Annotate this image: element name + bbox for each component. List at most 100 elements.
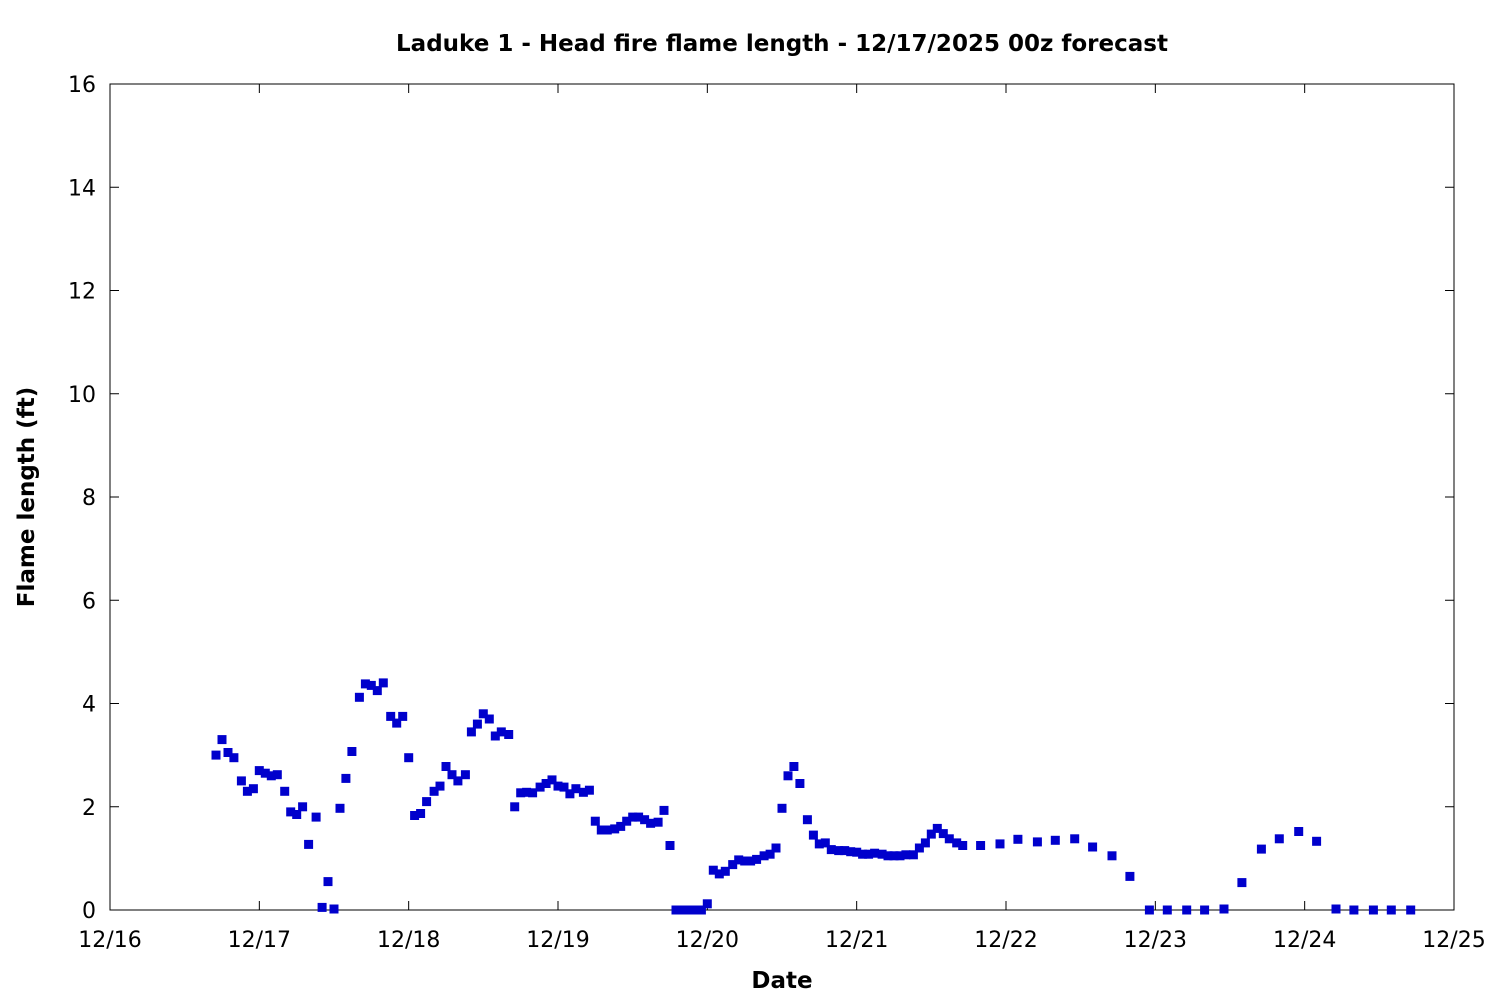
data-point (870, 848, 880, 858)
data-point (510, 802, 520, 812)
data-point (684, 905, 694, 915)
y-tick-label: 4 (82, 693, 96, 718)
data-point (1386, 905, 1396, 915)
data-point (1368, 905, 1378, 915)
data-point (826, 845, 836, 855)
data-point (808, 830, 818, 840)
data-point (1182, 905, 1192, 915)
data-point (783, 771, 793, 781)
data-point (386, 711, 396, 721)
x-tick-label: 12/19 (526, 928, 589, 953)
data-point (229, 753, 239, 763)
data-point (1237, 878, 1247, 888)
data-point (883, 851, 893, 861)
data-point (272, 770, 282, 780)
data-point (298, 802, 308, 812)
data-point (976, 841, 986, 850)
data-point (602, 825, 612, 835)
x-tick-label: 12/21 (825, 928, 888, 953)
y-tick-label: 16 (68, 73, 96, 98)
data-point (622, 816, 632, 826)
data-point (236, 776, 246, 786)
data-point (1050, 835, 1060, 845)
data-point (329, 904, 339, 914)
data-point (565, 789, 575, 799)
y-tick-label: 0 (82, 899, 96, 924)
data-point (410, 811, 420, 820)
data-point (958, 841, 968, 850)
chart-title: Laduke 1 - Head fire flame length - 12/1… (396, 31, 1168, 57)
data-point (1107, 851, 1117, 861)
data-point (223, 748, 233, 757)
data-point (1125, 871, 1135, 881)
data-point (366, 680, 376, 690)
data-point (260, 768, 270, 778)
data-point (404, 753, 414, 763)
data-point (995, 839, 1005, 849)
data-point (908, 850, 918, 860)
x-axis-label: Date (751, 968, 812, 994)
data-point (746, 856, 756, 866)
y-tick-label: 10 (68, 383, 96, 408)
data-point (616, 821, 626, 831)
data-point (665, 841, 675, 850)
x-tick-label: 12/20 (676, 928, 739, 953)
data-point (484, 714, 494, 724)
data-point (286, 807, 296, 817)
data-point (1349, 905, 1359, 915)
data-point (571, 784, 581, 794)
data-point (720, 866, 730, 876)
data-point (640, 815, 650, 825)
data-point (553, 781, 563, 791)
data-point (938, 829, 948, 839)
data-point (441, 762, 451, 771)
data-point (1406, 905, 1416, 915)
data-point (1013, 834, 1023, 844)
data-point (528, 788, 538, 798)
data-point (466, 727, 476, 737)
data-point (877, 849, 887, 859)
data-point (435, 781, 445, 791)
data-point (646, 818, 656, 828)
data-point (496, 727, 506, 737)
x-tick-label: 12/18 (377, 928, 440, 953)
data-point (802, 815, 812, 825)
data-point (535, 782, 545, 792)
data-point (398, 711, 408, 721)
y-tick-label: 2 (82, 796, 96, 821)
data-point (777, 803, 787, 813)
data-point (1032, 837, 1042, 847)
data-point (478, 709, 488, 719)
data-point (944, 834, 954, 844)
x-tick-label: 12/22 (974, 928, 1037, 953)
y-tick-label: 8 (82, 486, 96, 511)
data-point (460, 770, 470, 780)
data-point (584, 785, 594, 795)
x-tick-label: 12/16 (78, 928, 141, 953)
data-point (759, 851, 769, 861)
data-point (708, 865, 718, 875)
y-tick-label: 14 (68, 176, 96, 201)
data-point (522, 787, 532, 797)
data-point (740, 856, 750, 866)
data-point (516, 788, 526, 798)
y-tick-label: 6 (82, 589, 96, 614)
data-point (610, 824, 620, 834)
data-point (590, 816, 600, 826)
data-point (1331, 904, 1341, 914)
data-point (926, 829, 936, 839)
data-point (266, 771, 276, 781)
data-point (895, 851, 905, 861)
data-point (447, 770, 457, 780)
data-point (728, 860, 738, 870)
data-point (304, 839, 314, 849)
y-axis-label: Flame length (ft) (14, 387, 40, 607)
data-point (472, 719, 482, 729)
data-point (795, 779, 805, 788)
data-point (311, 812, 321, 822)
data-point (416, 809, 426, 818)
data-point (932, 823, 942, 833)
data-point (596, 825, 606, 835)
data-point (341, 773, 351, 783)
